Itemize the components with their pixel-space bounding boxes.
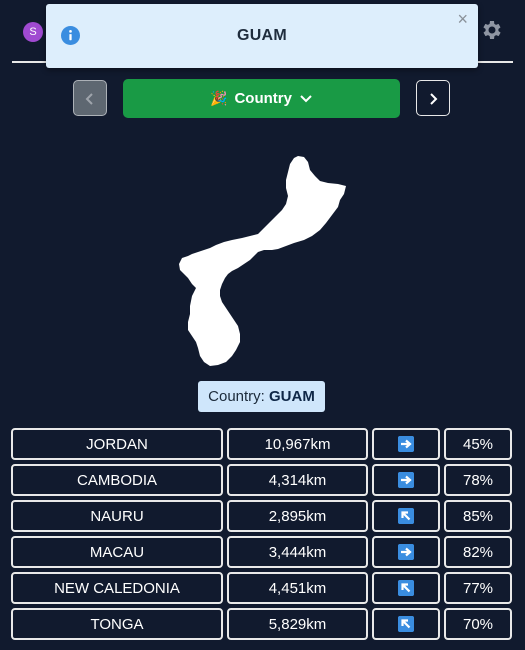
- guess-distance: 5,829km: [227, 608, 368, 640]
- country-label-value: GUAM: [269, 388, 315, 405]
- guess-proximity: 82%: [444, 536, 512, 568]
- mode-select-button[interactable]: 🎉 Country: [123, 79, 400, 118]
- guess-row: JORDAN 10,967km 45%: [11, 428, 513, 460]
- close-icon[interactable]: ×: [457, 9, 468, 29]
- next-button[interactable]: [416, 80, 450, 116]
- guess-row: TONGA 5,829km 70%: [11, 608, 513, 640]
- guess-direction: [372, 464, 440, 496]
- guess-proximity: 77%: [444, 572, 512, 604]
- guess-distance: 4,451km: [227, 572, 368, 604]
- info-icon: [61, 26, 80, 45]
- guess-direction: [372, 428, 440, 460]
- guess-direction: [372, 572, 440, 604]
- guess-country: TONGA: [11, 608, 223, 640]
- guess-country: CAMBODIA: [11, 464, 223, 496]
- answer-toast: GUAM ×: [46, 4, 478, 68]
- arrow-up-left-icon: [398, 616, 414, 632]
- chevron-down-icon: [300, 94, 312, 102]
- arrow-up-left-icon: [398, 508, 414, 524]
- guess-distance: 4,314km: [227, 464, 368, 496]
- party-popper-icon: 🎉: [210, 90, 228, 106]
- avatar[interactable]: S: [23, 22, 43, 42]
- guess-direction: [372, 608, 440, 640]
- gear-icon[interactable]: [479, 18, 503, 42]
- guess-country: NEW CALEDONIA: [11, 572, 223, 604]
- arrow-right-icon: [398, 544, 414, 560]
- guess-row: CAMBODIA 4,314km 78%: [11, 464, 513, 496]
- guess-distance: 10,967km: [227, 428, 368, 460]
- chevron-right-icon: [430, 93, 438, 105]
- country-label: Country: GUAM: [198, 381, 325, 412]
- arrow-right-icon: [398, 472, 414, 488]
- guess-proximity: 78%: [444, 464, 512, 496]
- country-label-prefix: Country:: [208, 388, 270, 405]
- country-silhouette: [179, 156, 346, 366]
- guess-row: MACAU 3,444km 82%: [11, 536, 513, 568]
- guess-direction: [372, 536, 440, 568]
- guess-country: NAURU: [11, 500, 223, 532]
- guess-distance: 2,895km: [227, 500, 368, 532]
- guess-list: JORDAN 10,967km 45% CAMBODIA 4,314km 78%: [11, 428, 513, 644]
- guess-country: MACAU: [11, 536, 223, 568]
- mode-select-label: Country: [234, 90, 292, 107]
- toast-title: GUAM: [236, 27, 288, 44]
- guess-row: NEW CALEDONIA 4,451km 77%: [11, 572, 513, 604]
- guess-direction: [372, 500, 440, 532]
- guess-distance: 3,444km: [227, 536, 368, 568]
- guess-proximity: 70%: [444, 608, 512, 640]
- guess-proximity: 45%: [444, 428, 512, 460]
- arrow-up-left-icon: [398, 580, 414, 596]
- chevron-left-icon: [85, 93, 93, 105]
- guess-row: NAURU 2,895km 85%: [11, 500, 513, 532]
- guess-proximity: 85%: [444, 500, 512, 532]
- guess-country: JORDAN: [11, 428, 223, 460]
- previous-button[interactable]: [73, 80, 107, 116]
- arrow-right-icon: [398, 436, 414, 452]
